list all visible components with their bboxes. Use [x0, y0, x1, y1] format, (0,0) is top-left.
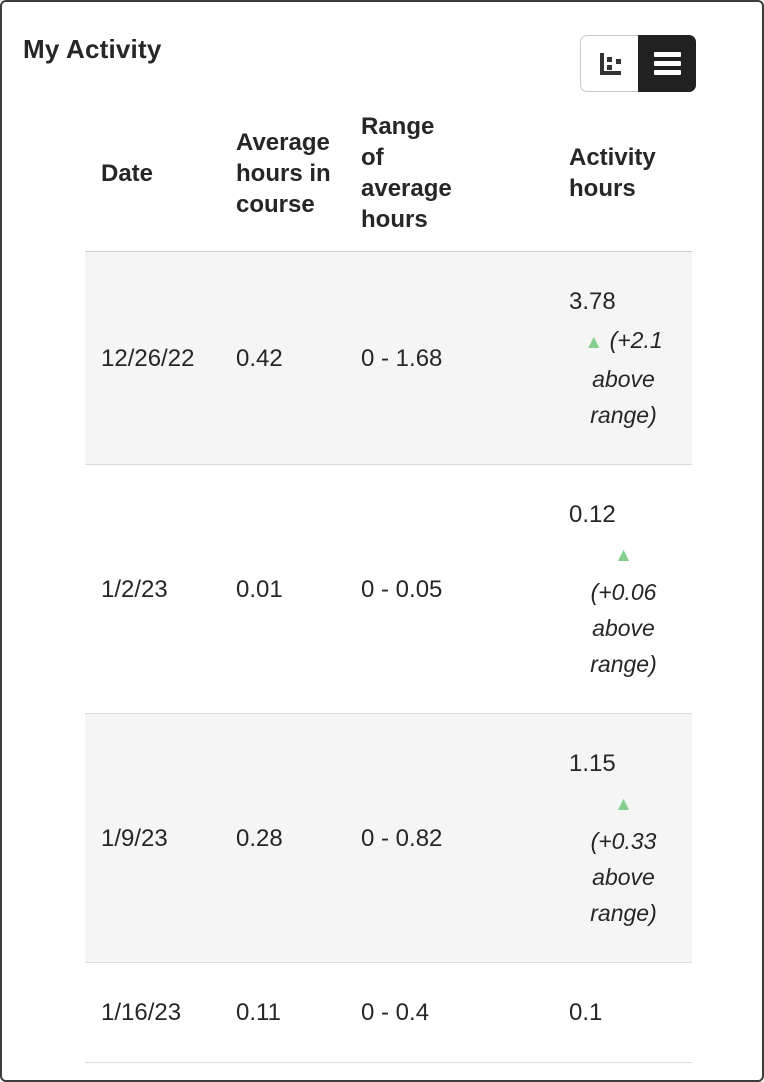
up-triangle-icon: ▲	[614, 794, 633, 815]
activity-value: 0.1	[569, 999, 603, 1026]
date-cell: 1/16/23	[85, 962, 220, 1063]
date-cell: 12/26/22	[85, 251, 220, 465]
table-row: 1/16/23 0.11 0 - 0.4 0.1	[85, 962, 692, 1063]
activity-value: 0.12	[569, 501, 616, 528]
avg-hours-cell: 0.11	[220, 962, 345, 1063]
avg-hours-cell: 0.01	[220, 464, 345, 714]
table-row: 12/26/22 0.42 0 - 1.68 3.78 ▲ (+2.1 abov…	[85, 251, 692, 465]
column-header-date: Date	[85, 95, 220, 252]
page-title: My Activity	[23, 34, 162, 64]
activity-value: 1.15	[569, 750, 616, 777]
range-cell: 0 - 0.4	[345, 962, 553, 1063]
above-range-note: (+0.33 above range)	[590, 828, 657, 926]
table-view-button[interactable]	[638, 35, 696, 92]
table-header: Date Average hours in course Range of av…	[85, 95, 692, 252]
up-triangle-icon: ▲	[584, 332, 604, 353]
avg-hours-cell: 0.28	[220, 713, 345, 963]
activity-value: 3.78	[569, 288, 616, 315]
date-cell: 1/2/23	[85, 464, 220, 714]
list-view-icon	[653, 48, 681, 79]
column-header-average-hours: Average hours in course	[220, 95, 345, 252]
header-row: Date Average hours in course Range of av…	[85, 95, 692, 252]
above-range-indicator: ▲ (+0.33 above range)	[581, 784, 667, 931]
above-range-indicator: ▲ (+0.06 above range)	[581, 535, 667, 682]
date-cell: 1/9/23	[85, 713, 220, 963]
range-cell: 0 - 0.05	[345, 464, 553, 714]
activity-table: Date Average hours in course Range of av…	[85, 95, 692, 1063]
range-cell: 0 - 1.68	[345, 251, 553, 465]
above-range-note: (+0.06 above range)	[590, 579, 657, 677]
range-cell: 0 - 0.82	[345, 713, 553, 963]
view-toggle	[580, 35, 696, 92]
column-header-range: Range of average hours	[345, 95, 553, 252]
panel-header: My Activity	[2, 2, 762, 93]
above-range-indicator: ▲ (+2.1 above range)	[581, 322, 667, 433]
table-row: 1/2/23 0.01 0 - 0.05 0.12 ▲ (+0.06 above…	[85, 464, 692, 714]
chart-view-button[interactable]	[580, 35, 638, 92]
avg-hours-cell: 0.42	[220, 251, 345, 465]
up-triangle-icon: ▲	[614, 545, 633, 566]
activity-hours-cell: 0.12 ▲ (+0.06 above range)	[553, 464, 692, 714]
column-header-activity-hours: Activity hours	[553, 95, 692, 252]
scatter-chart-icon	[599, 52, 621, 75]
activity-hours-cell: 3.78 ▲ (+2.1 above range)	[553, 251, 692, 465]
table-row: 1/9/23 0.28 0 - 0.82 1.15 ▲ (+0.33 above…	[85, 713, 692, 963]
above-range-note: (+2.1 above range)	[590, 327, 663, 428]
activity-hours-cell: 1.15 ▲ (+0.33 above range)	[553, 713, 692, 963]
activity-hours-cell: 0.1	[553, 962, 692, 1063]
